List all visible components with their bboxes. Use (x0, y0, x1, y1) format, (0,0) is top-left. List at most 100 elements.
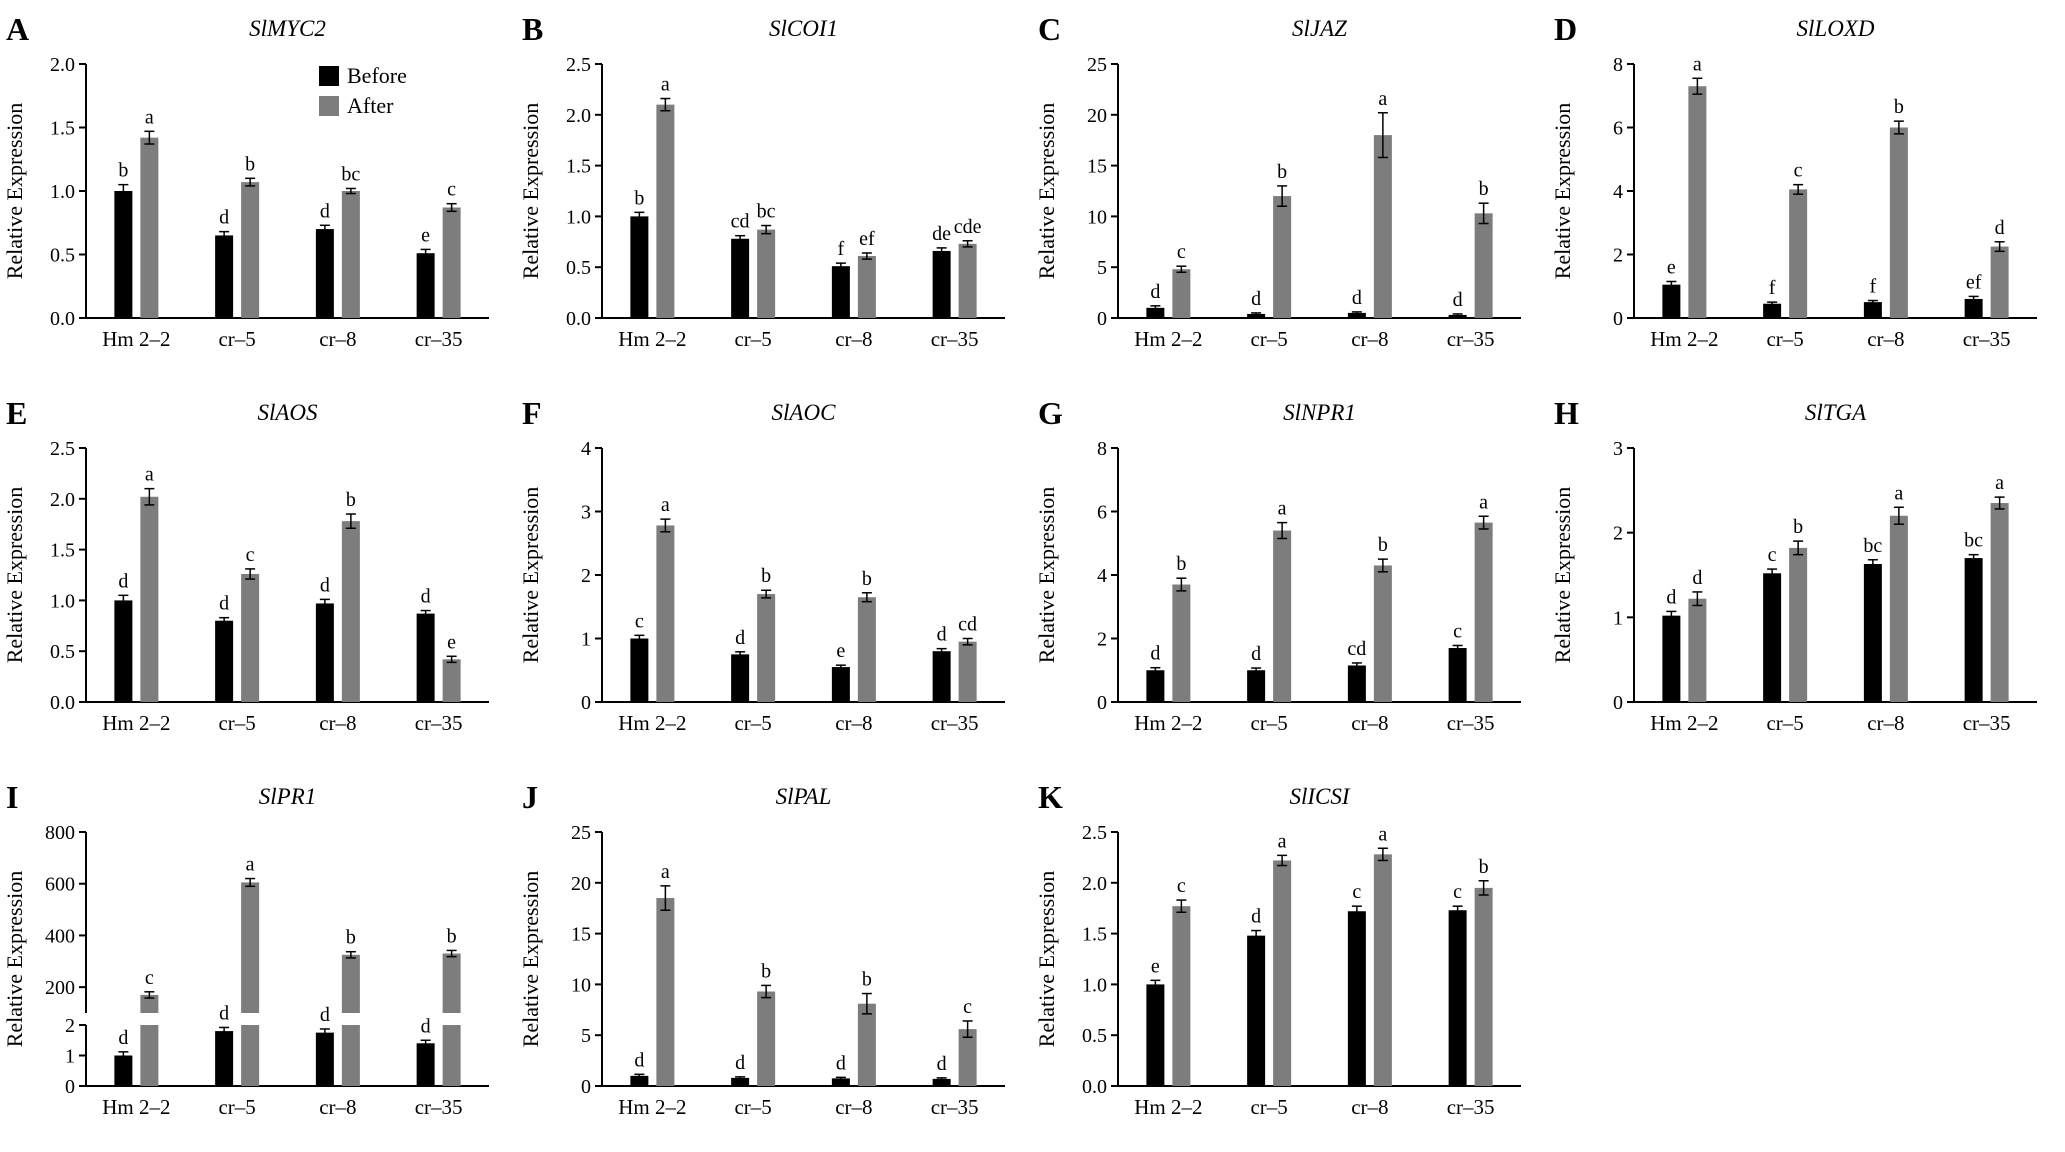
bar-before (1347, 911, 1366, 1086)
sig-letter: cd (731, 211, 750, 233)
bar-before (315, 603, 334, 702)
sig-letter: f (838, 238, 845, 260)
bar-before (1146, 670, 1165, 702)
y-tick-label: 400 (45, 925, 75, 947)
y-axis-label: Relative Expression (1034, 487, 1059, 664)
bar-after (241, 1025, 260, 1086)
sig-letter: d (1453, 289, 1463, 311)
bar-after (1273, 860, 1292, 1086)
panel-D: D SlLOXD Relative Expression 0 2 4 6 8 Hm 2–2 e a c… (1548, 0, 2064, 384)
bar-after (1474, 522, 1493, 702)
x-category-label: cr–35 (931, 1095, 979, 1119)
bar-before (831, 266, 850, 318)
bar-after (241, 182, 260, 318)
y-tick-label: 1.0 (566, 206, 591, 228)
bar-after (1373, 565, 1392, 702)
x-category-label: cr–5 (1250, 327, 1287, 351)
bar-after (140, 994, 159, 1013)
bar-after (757, 229, 776, 318)
bar-after (1474, 213, 1493, 318)
panel-J: J SlPAL Relative Expression 0 5 10 15 20 25 Hm 2–… (516, 768, 1032, 1152)
chart-D: D SlLOXD Relative Expression 0 2 4 6 8 Hm 2–2 e a c… (1550, 11, 2037, 351)
bar-before (1146, 307, 1165, 318)
bar-after (442, 953, 461, 1013)
y-tick-label: 2 (1097, 629, 1107, 651)
sig-letter: d (1251, 643, 1261, 665)
bar-after (1373, 854, 1392, 1086)
sig-letter: b (761, 565, 771, 587)
sig-letter: d (735, 1052, 745, 1074)
y-axis-label: Relative Expression (1034, 871, 1059, 1048)
y-tick-label: 2 (1613, 245, 1623, 267)
y-tick-label: 2 (65, 1015, 75, 1037)
sig-letter: d (735, 627, 745, 649)
y-axis-label: Relative Expression (2, 103, 27, 280)
y-tick-label: 2 (1613, 523, 1623, 545)
bar-after (1990, 246, 2009, 318)
sig-letter: d (219, 1002, 229, 1024)
x-category-label: cr–5 (1250, 711, 1287, 735)
x-category-label: Hm 2–2 (618, 1095, 686, 1119)
sig-letter: d (320, 574, 330, 596)
panel-letter: F (522, 395, 542, 431)
y-tick-label: 1 (581, 629, 591, 651)
bar-before (1247, 935, 1266, 1086)
bar-before (416, 613, 435, 702)
bar-after (1688, 86, 1707, 318)
sig-letter: b (862, 969, 872, 991)
x-category-label: Hm 2–2 (1134, 327, 1202, 351)
panel-F: F SlAOC Relative Expression 0 1 2 3 4 Hm 2–2 c a cr… (516, 384, 1032, 768)
y-tick-label: 2.0 (1082, 873, 1107, 895)
panel-C: C SlJAZ Relative Expression 0 5 10 15 20 25 Hm 2–… (1032, 0, 1548, 384)
sig-letter: f (1769, 277, 1776, 299)
sig-letter: a (1894, 482, 1903, 504)
sig-letter: d (937, 1053, 947, 1075)
sig-letter: c (1177, 241, 1186, 263)
sig-letter: b (346, 927, 356, 949)
y-tick-label: 2.5 (1082, 822, 1107, 844)
sig-letter: a (1278, 498, 1287, 520)
bar-before (731, 1077, 750, 1086)
bar-before (1863, 302, 1882, 318)
bar-after (1172, 906, 1191, 1086)
bar-after (857, 1003, 876, 1086)
sig-letter: e (447, 631, 456, 653)
panel-G: G SlNPR1 Relative Expression 0 2 4 6 8 Hm 2–2 d b c… (1032, 384, 1548, 768)
chart-I: I SlPR1 Relative Expression 0 1 2 200 400 600 800… (2, 779, 489, 1119)
y-tick-label: 0 (1613, 692, 1623, 714)
y-axis-label: Relative Expression (2, 871, 27, 1048)
panel-letter: K (1038, 779, 1063, 815)
y-tick-label: 0.0 (1082, 1076, 1107, 1098)
bar-after (442, 1025, 461, 1086)
bar-before (215, 235, 234, 318)
y-tick-label: 4 (1097, 565, 1107, 587)
chart-A: A SlMYC2 Relative Expression 0.0 0.5 1.0 1.5 2.… (2, 11, 489, 351)
bar-after (757, 594, 776, 702)
sig-letter: b (346, 489, 356, 511)
sig-letter: c (1453, 620, 1462, 642)
sig-letter: a (661, 494, 670, 516)
y-tick-label: 10 (571, 974, 591, 996)
panel-letter: E (6, 395, 27, 431)
y-tick-label: 6 (1613, 118, 1623, 140)
panel-letter: C (1038, 11, 1061, 47)
y-tick-label: 0.5 (1082, 1025, 1107, 1047)
sig-letter: b (761, 960, 771, 982)
sig-letter: a (661, 861, 670, 883)
bar-after (958, 641, 977, 702)
panel-title: SlJAZ (1292, 16, 1347, 41)
y-tick-label: 0 (581, 1076, 591, 1098)
sig-letter: e (421, 224, 430, 246)
sig-letter: ef (859, 228, 875, 250)
sig-letter: a (145, 106, 154, 128)
bar-after (241, 882, 260, 1013)
x-category-label: cr–8 (1351, 711, 1388, 735)
y-tick-label: 1.0 (1082, 974, 1107, 996)
x-category-label: Hm 2–2 (102, 327, 170, 351)
y-tick-label: 0 (65, 1076, 75, 1098)
x-category-label: cr–8 (1351, 327, 1388, 351)
x-category-label: cr–5 (218, 327, 255, 351)
y-axis-label: Relative Expression (518, 103, 543, 280)
bar-after (958, 1029, 977, 1086)
bar-after (1688, 598, 1707, 702)
